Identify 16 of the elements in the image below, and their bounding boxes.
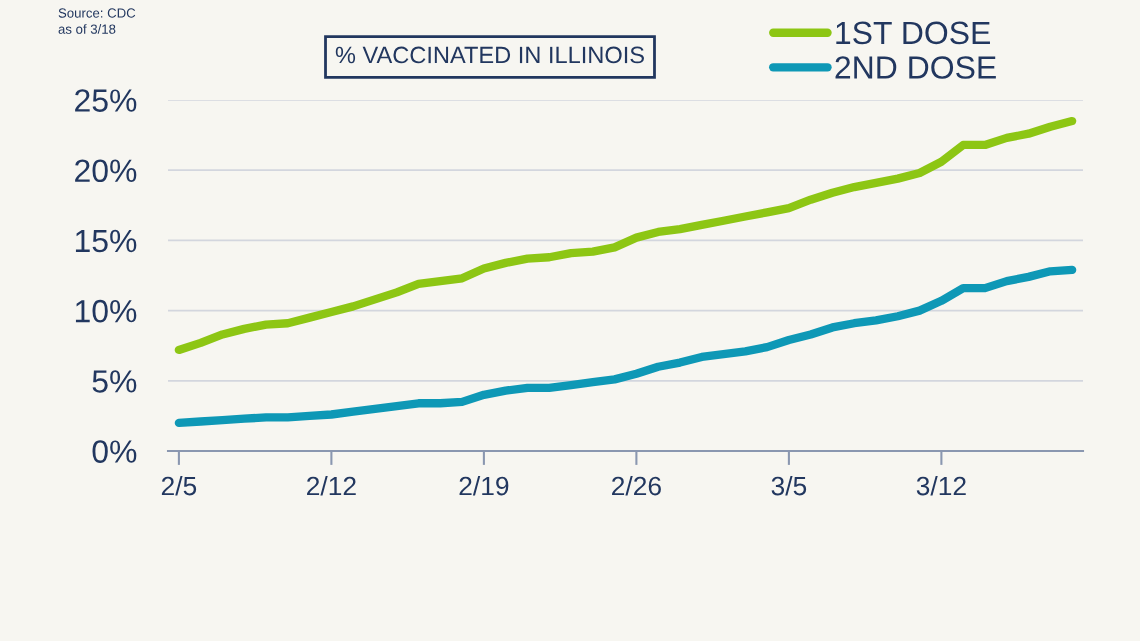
x-tick-label: 2/5 <box>161 476 197 496</box>
x-tick-label: 2/19 <box>459 476 509 496</box>
x-tick-label: 2/26 <box>612 476 661 496</box>
y-tick-label: 5% <box>92 370 137 393</box>
y-tick-label: 15% <box>75 229 137 253</box>
chart-title: % VACCINATED IN ILLINOIS <box>335 46 644 64</box>
y-tick-label: 25% <box>75 89 137 112</box>
legend-label: 2ND DOSE <box>835 56 996 79</box>
y-tick-label: 10% <box>75 299 137 323</box>
y-tick-label: 20% <box>75 159 137 183</box>
x-tick-label: 3/12 <box>916 476 966 496</box>
legend-label: 1ST DOSE <box>836 21 990 45</box>
x-tick-label: 3/5 <box>771 476 807 496</box>
source-note: Source: CDC as of 3/18 <box>58 8 136 34</box>
x-tick-label: 2/12 <box>307 476 356 496</box>
y-tick-label: 0% <box>92 440 137 463</box>
